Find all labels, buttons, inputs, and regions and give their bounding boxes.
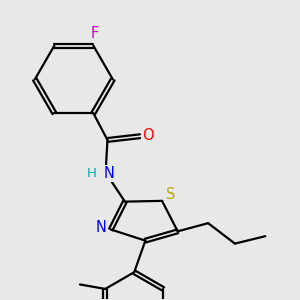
Text: S: S bbox=[166, 187, 175, 202]
Text: N: N bbox=[104, 166, 115, 181]
Text: H: H bbox=[86, 167, 97, 180]
Text: F: F bbox=[91, 26, 99, 41]
Text: O: O bbox=[142, 128, 154, 143]
Text: N: N bbox=[96, 220, 107, 235]
